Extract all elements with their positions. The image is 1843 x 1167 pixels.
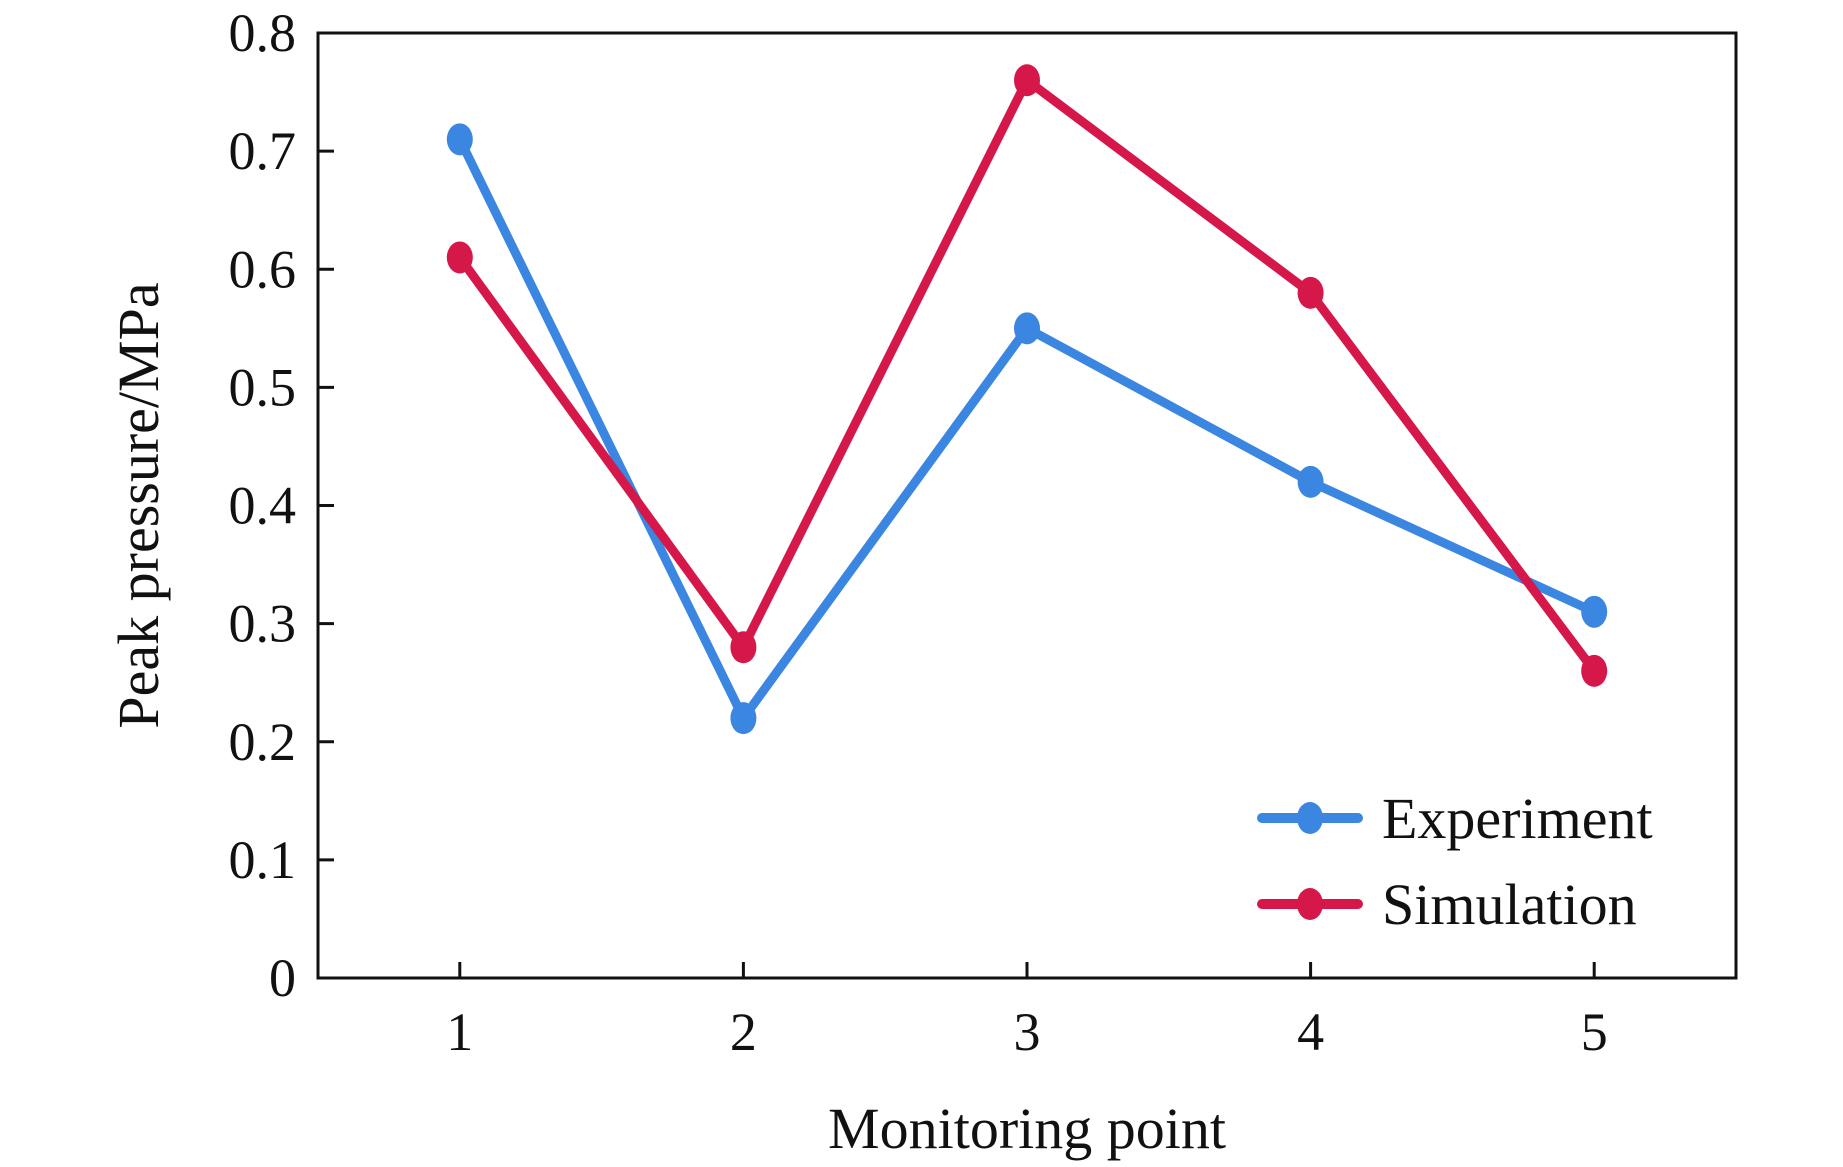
y-tick-label: 0.2 xyxy=(229,712,297,772)
y-tick-label: 0.3 xyxy=(229,594,297,654)
y-axis: 0 0.1 0.2 0.3 0.4 0.5 0.6 0.7 0.8 xyxy=(229,3,334,1008)
data-point-experiment xyxy=(1581,595,1608,628)
data-point-simulation xyxy=(730,631,757,664)
x-tick-label: 1 xyxy=(446,1002,473,1062)
x-tick-label: 4 xyxy=(1297,1002,1324,1062)
data-point-experiment xyxy=(1014,312,1040,345)
data-point-experiment xyxy=(1297,465,1324,498)
x-tick-label: 5 xyxy=(1581,1002,1608,1062)
legend-label-simulation: Simulation xyxy=(1382,872,1637,937)
x-tick-label: 3 xyxy=(1014,1002,1041,1062)
data-point-experiment xyxy=(730,702,757,735)
y-tick-label: 0.4 xyxy=(229,476,297,536)
x-tick-label: 2 xyxy=(730,1002,757,1062)
data-point-simulation xyxy=(1297,276,1324,309)
y-tick-label: 0.8 xyxy=(229,3,297,63)
data-point-simulation xyxy=(1581,654,1608,687)
x-axis: 1 2 3 4 5 xyxy=(446,962,1608,1062)
legend-label-experiment: Experiment xyxy=(1382,786,1653,851)
y-tick-label: 0 xyxy=(269,948,296,1008)
y-tick-label: 0.1 xyxy=(229,830,297,890)
data-point-simulation xyxy=(446,241,473,274)
y-tick-label: 0.7 xyxy=(229,121,297,181)
series-layer xyxy=(446,64,1608,735)
legend-marker-experiment xyxy=(1297,802,1323,834)
x-axis-title: Monitoring point xyxy=(828,1096,1226,1161)
legend: Experiment Simulation xyxy=(1257,786,1653,937)
y-tick-label: 0.6 xyxy=(229,239,297,299)
data-point-simulation xyxy=(1014,64,1040,97)
legend-marker-simulation xyxy=(1297,888,1323,920)
y-tick-label: 0.5 xyxy=(229,357,297,417)
y-axis-title: Peak pressure/MPa xyxy=(106,282,171,728)
data-point-experiment xyxy=(446,123,473,156)
